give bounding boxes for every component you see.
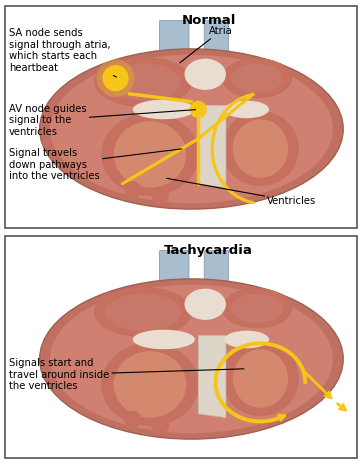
Ellipse shape (95, 288, 192, 336)
Ellipse shape (133, 329, 195, 349)
Ellipse shape (114, 351, 186, 417)
Ellipse shape (40, 279, 343, 439)
Ellipse shape (95, 58, 192, 107)
Ellipse shape (222, 58, 292, 98)
Text: Atria: Atria (180, 26, 233, 63)
Text: AV node guides
signal to the
ventricles: AV node guides signal to the ventricles (9, 104, 195, 137)
FancyBboxPatch shape (5, 236, 357, 458)
Ellipse shape (114, 121, 186, 188)
Ellipse shape (133, 100, 195, 119)
Circle shape (124, 181, 141, 198)
Ellipse shape (40, 49, 343, 209)
Ellipse shape (233, 349, 288, 408)
Ellipse shape (224, 331, 269, 348)
FancyBboxPatch shape (159, 250, 189, 298)
Text: Signals start and
travel around inside
the ventricles: Signals start and travel around inside t… (9, 358, 244, 391)
FancyBboxPatch shape (204, 250, 229, 298)
Text: Ventricles: Ventricles (167, 178, 316, 206)
Circle shape (96, 59, 135, 97)
Circle shape (124, 411, 141, 428)
Ellipse shape (233, 119, 288, 178)
Polygon shape (198, 336, 226, 417)
Ellipse shape (231, 64, 283, 93)
Ellipse shape (222, 289, 292, 328)
FancyBboxPatch shape (5, 6, 357, 228)
Ellipse shape (222, 341, 298, 416)
Circle shape (190, 101, 207, 118)
Text: SA node sends
signal through atria,
which starts each
heartbeat: SA node sends signal through atria, whic… (9, 28, 117, 77)
Ellipse shape (231, 293, 283, 323)
Circle shape (102, 65, 129, 91)
Text: Normal: Normal (181, 14, 236, 27)
Ellipse shape (105, 64, 181, 101)
Circle shape (152, 187, 169, 204)
FancyBboxPatch shape (204, 21, 229, 67)
Ellipse shape (222, 111, 298, 186)
Text: Tachycardia: Tachycardia (164, 244, 253, 257)
Polygon shape (198, 106, 226, 188)
Text: Signal travels
down pathways
into the ventricles: Signal travels down pathways into the ve… (9, 148, 182, 181)
Ellipse shape (185, 58, 226, 90)
Circle shape (152, 417, 169, 434)
Ellipse shape (185, 289, 226, 320)
Ellipse shape (102, 113, 198, 196)
Ellipse shape (50, 285, 333, 433)
Ellipse shape (102, 344, 198, 425)
Ellipse shape (50, 55, 333, 203)
Ellipse shape (105, 293, 181, 331)
Ellipse shape (224, 101, 269, 118)
FancyBboxPatch shape (159, 21, 189, 67)
